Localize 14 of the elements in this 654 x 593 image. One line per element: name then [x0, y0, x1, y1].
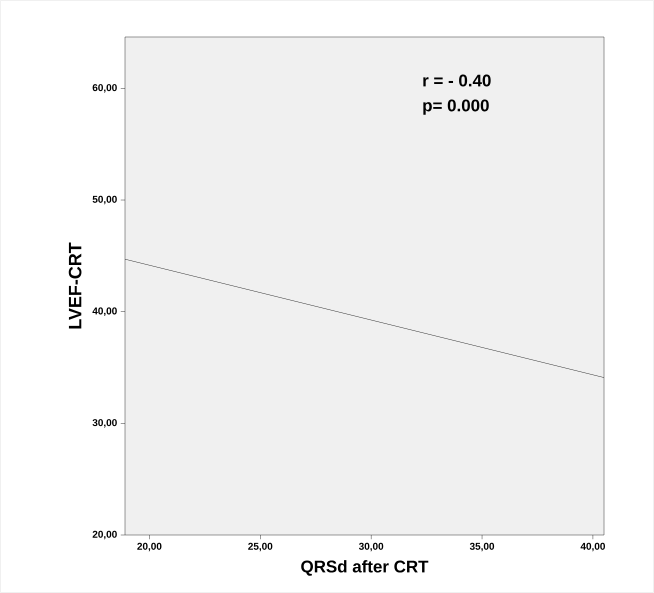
- y-axis-title: LVEF-CRT: [68, 242, 82, 328]
- y-tick-label: 50,00: [92, 196, 117, 204]
- y-tick-label: 60,00: [92, 84, 117, 93]
- x-tick-label: 20,00: [137, 542, 162, 552]
- annotation: r = - 0.40: [423, 74, 491, 87]
- x-tick-label: 35,00: [470, 542, 494, 552]
- y-tick-label: 20,00: [92, 530, 117, 540]
- x-tick-label: 25,00: [248, 542, 272, 552]
- annotation: p= 0.000: [423, 99, 489, 115]
- x-tick-label: 40,00: [580, 542, 605, 552]
- x-tick-label: 30,00: [358, 542, 384, 552]
- x-axis-title: QRSd after CRT: [301, 560, 428, 576]
- y-tick-label: 40,00: [92, 307, 117, 316]
- y-tick-label: 30,00: [92, 419, 117, 428]
